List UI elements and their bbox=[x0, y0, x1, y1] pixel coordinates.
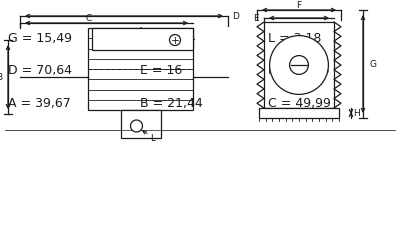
Text: D: D bbox=[232, 11, 239, 20]
Text: B = 21,44: B = 21,44 bbox=[140, 97, 203, 110]
Text: C: C bbox=[85, 13, 92, 22]
Text: F: F bbox=[296, 0, 302, 9]
Text: E = 16: E = 16 bbox=[140, 64, 182, 77]
Text: A: A bbox=[138, 26, 144, 36]
Circle shape bbox=[170, 35, 180, 46]
Bar bbox=[264, 22, 334, 108]
Text: A = 39,67: A = 39,67 bbox=[8, 97, 71, 110]
Circle shape bbox=[130, 120, 142, 132]
Bar bbox=[120, 110, 160, 138]
Circle shape bbox=[270, 36, 328, 94]
Text: G = 15,49: G = 15,49 bbox=[8, 32, 72, 45]
Text: C = 49,99: C = 49,99 bbox=[268, 97, 331, 110]
Text: E: E bbox=[253, 13, 259, 22]
Text: L: L bbox=[150, 134, 156, 143]
Bar bbox=[88, 28, 193, 110]
Text: L = 3,18: L = 3,18 bbox=[268, 32, 321, 45]
Text: F = 28,96: F = 28,96 bbox=[268, 64, 329, 77]
Text: H = 2,24: H = 2,24 bbox=[140, 32, 196, 45]
Text: H: H bbox=[353, 109, 360, 118]
Circle shape bbox=[290, 56, 308, 74]
Text: G: G bbox=[370, 60, 377, 68]
Bar bbox=[92, 28, 193, 50]
Bar bbox=[259, 108, 339, 118]
Text: B: B bbox=[0, 72, 2, 81]
Text: D = 70,64: D = 70,64 bbox=[8, 64, 72, 77]
